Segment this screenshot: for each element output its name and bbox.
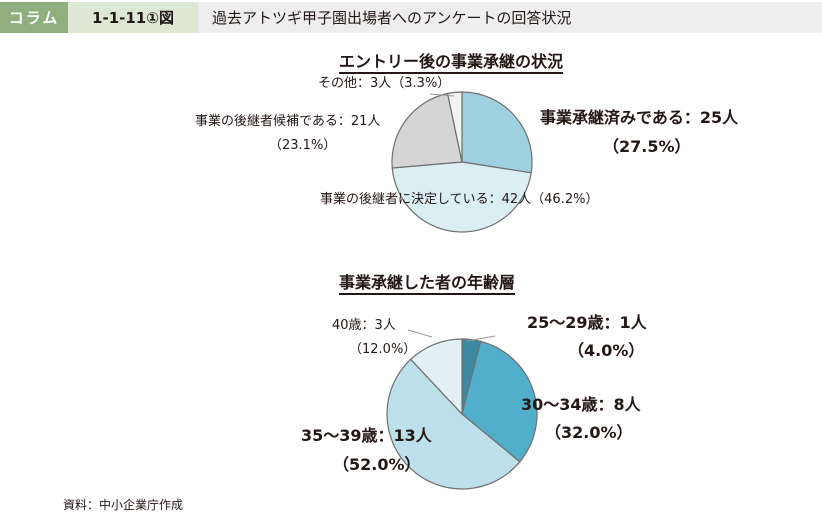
source-note: 資料：中小企業庁作成 [63,498,184,512]
chart-title-age-group: 事業承継した者の年齢層 [339,273,516,295]
label-decided: 事業の後継者に決定している：42人（46.2%） [320,192,599,207]
entry-status-slice-3 [446,91,463,163]
label-age-40: 40歳：3人 [332,318,396,333]
leader-lines [407,93,496,342]
pie-chart-entry-status [391,91,533,233]
label-candidate: 事業の後継者候補である：21人 [195,114,381,129]
column-tag: コラム [0,2,68,33]
age-group-slice-2 [386,358,521,490]
label-age-35-39-pct: （52.0%） [333,455,421,474]
figure-number: 1-1-11①図 [68,2,198,33]
age-group-slice-1 [461,340,538,463]
label-candidate-pct: （23.1%） [269,138,337,153]
label-succeeded-pct: （27.5%） [603,137,691,156]
label-age-35-39: 35～39歳：13人 [301,426,432,445]
label-age-40-pct: （12.0%） [349,342,417,357]
label-age-30-34: 30～34歳：8人 [521,395,641,414]
chart-title-entry-status: エントリー後の事業承継の状況 [339,52,564,74]
age-group-slice-3 [409,338,463,416]
leader-line-40 [407,329,433,338]
leader-line-other [429,93,455,97]
label-age-25-29: 25～29歳：1人 [527,313,647,332]
label-age-30-34-pct: （32.0%） [545,423,633,442]
pie-chart-age-group [386,338,538,490]
label-succeeded: 事業承継済みである：25人 [540,108,739,127]
entry-status-slice-2 [391,92,463,169]
leader-line-25-29 [466,335,496,342]
label-age-25-29-pct: （4.0%） [568,341,645,360]
figure-header: コラム 1-1-11①図 過去アトツギ甲子園出場者へのアンケートの回答状況 [0,0,822,35]
entry-status-slice-1 [391,161,532,233]
entry-status-slice-0 [461,91,533,174]
label-other: その他：3人（3.3%） [318,76,451,91]
figure-title: 過去アトツギ甲子園出場者へのアンケートの回答状況 [198,2,822,33]
